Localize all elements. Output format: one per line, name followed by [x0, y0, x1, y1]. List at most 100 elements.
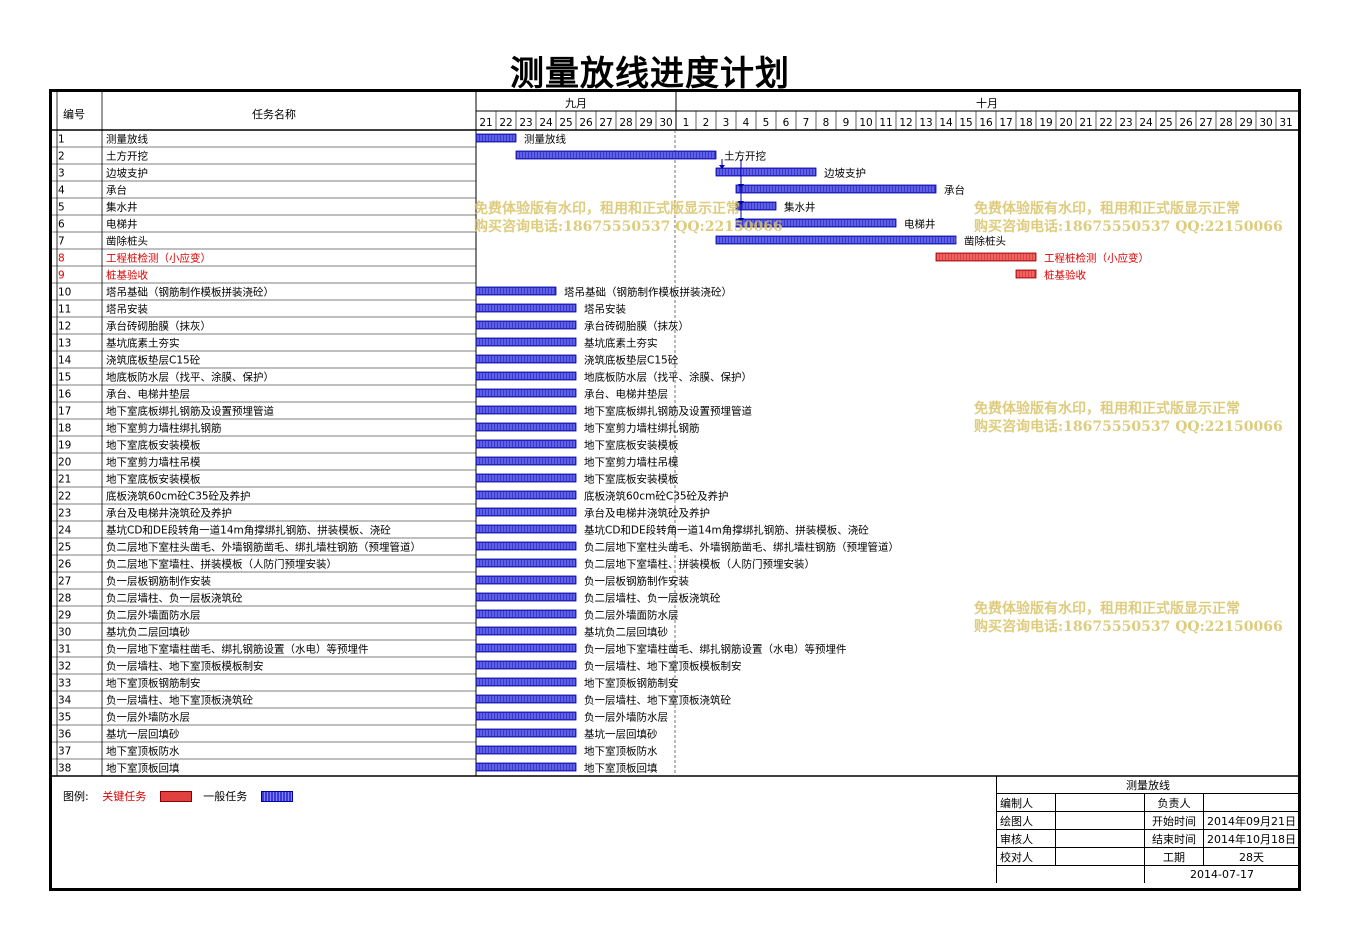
task-name: 负一层外墙防水层 [106, 711, 190, 724]
day-label: 7 [803, 117, 810, 129]
info-project: 测量放线 [996, 776, 1299, 794]
task-name: 地下室底板绑扎钢筋及设置预埋管道 [106, 405, 274, 418]
task-name: 地下室顶板钢筋制安 [106, 677, 201, 690]
info-owner [1203, 793, 1299, 812]
legend-normal-label: 一般任务 [203, 790, 248, 803]
legend-label: 图例: [63, 790, 89, 803]
task-id: 26 [58, 559, 72, 571]
task-name: 底板浇筑60cm砼C35砼及养护 [106, 490, 251, 503]
legend-critical-swatch [159, 790, 192, 802]
month-label: 十月 [976, 96, 998, 110]
task-id: 5 [58, 202, 65, 214]
bar-label: 地下室顶板防水 [584, 745, 658, 758]
day-label: 15 [959, 117, 972, 129]
task-bar [515, 150, 717, 160]
day-label: 13 [919, 117, 932, 129]
task-id: 6 [58, 219, 65, 231]
info-duration-label: 工期 [1144, 847, 1204, 866]
task-id: 25 [58, 542, 71, 554]
day-label: 21 [479, 117, 492, 129]
bar-label: 浇筑底板垫层C15砼 [584, 354, 679, 367]
task-name: 地下室底板安装模板 [106, 439, 201, 452]
task-id: 16 [58, 389, 72, 401]
bar-label: 地下室底板绑扎钢筋及设置预埋管道 [584, 405, 752, 418]
bar-label: 地下室剪力墙柱吊模 [584, 456, 679, 469]
day-label: 3 [723, 117, 730, 129]
bar-label: 负一层板钢筋制作安装 [584, 575, 689, 588]
legend-normal-swatch [260, 790, 293, 802]
task-id: 24 [58, 525, 72, 537]
task-id: 32 [58, 661, 71, 673]
info-start: 2014年09月21日 [1203, 811, 1299, 830]
task-id: 37 [58, 746, 71, 758]
task-name: 承台及电梯井浇筑砼及养护 [106, 507, 232, 520]
task-name: 凿除桩头 [106, 235, 148, 248]
task-name: 地下室底板安装模板 [106, 473, 201, 486]
bar-label: 电梯井 [904, 218, 936, 231]
task-id: 1 [58, 134, 65, 146]
day-label: 30 [659, 117, 672, 129]
task-id: 8 [58, 253, 65, 265]
task-id: 27 [58, 576, 71, 588]
task-name: 基坑CD和DE段转角一道14m角撑绑扎钢筋、拼装模板、浇砼 [106, 524, 391, 537]
task-name: 负二层外墙面防水层 [106, 609, 201, 622]
bar-label: 负一层墙柱、地下室顶板模板制安 [584, 660, 742, 673]
day-label: 14 [939, 117, 953, 129]
task-name: 边坡支护 [106, 167, 148, 180]
task-id: 2 [58, 151, 65, 163]
task-id: 4 [58, 185, 65, 197]
task-id: 21 [58, 474, 71, 486]
bar-label: 地下室顶板回填 [584, 762, 658, 775]
info-end: 2014年10月18日 [1203, 829, 1299, 848]
bar-label: 承台、电梯井垫层 [584, 388, 668, 401]
info-drawer-label: 绘图人 [996, 811, 1056, 830]
info-checker-label: 校对人 [996, 847, 1056, 866]
bar-label: 负二层地下室墙柱、拼装模板（人防门预埋安装） [584, 558, 815, 571]
day-label: 18 [1019, 117, 1032, 129]
day-label: 29 [639, 117, 652, 129]
task-id: 38 [58, 763, 71, 775]
task-id: 18 [58, 423, 71, 435]
task-bar [715, 235, 957, 245]
day-label: 25 [559, 117, 572, 129]
day-label: 28 [619, 117, 632, 129]
task-name: 塔吊安装 [106, 303, 148, 316]
day-label: 8 [823, 117, 830, 129]
info-empty [996, 865, 1145, 883]
header-name: 任务名称 [252, 107, 296, 121]
task-id: 36 [58, 729, 72, 741]
arrow-head [738, 201, 744, 205]
task-id: 7 [58, 236, 65, 248]
day-label: 10 [859, 117, 872, 129]
task-name: 集水井 [106, 201, 138, 214]
day-label: 27 [599, 117, 612, 129]
bar-label: 土方开挖 [724, 150, 766, 163]
arrow-head [738, 218, 744, 222]
task-name: 地底板防水层（找平、涂膜、保护） [106, 371, 274, 384]
task-name: 负二层墙柱、负一层板浇筑砼 [106, 592, 243, 605]
task-name: 测量放线 [106, 133, 148, 146]
task-bar [1015, 269, 1037, 279]
day-label: 31 [1279, 117, 1292, 129]
day-label: 4 [743, 117, 750, 129]
info-reviewer [1055, 829, 1145, 848]
task-name: 负一层墙柱、地下室顶板模板制安 [106, 660, 264, 673]
bar-label: 负一层地下室墙柱凿毛、绑扎钢筋设置（水电）等预埋件 [584, 643, 847, 656]
bar-label: 地下室剪力墙柱绑扎钢筋 [584, 422, 700, 435]
task-id: 15 [58, 372, 71, 384]
task-id: 12 [58, 321, 71, 333]
bar-label: 负一层墙柱、地下室顶板浇筑砼 [584, 694, 731, 707]
day-label: 12 [899, 117, 912, 129]
info-compiler [1055, 793, 1145, 812]
day-label: 27 [1199, 117, 1212, 129]
legend-critical-label: 关键任务 [102, 790, 147, 803]
day-label: 16 [979, 117, 993, 129]
task-name: 桩基验收 [106, 269, 148, 282]
task-id: 3 [58, 168, 65, 180]
day-label: 28 [1219, 117, 1232, 129]
bar-label: 底板浇筑60cm砼C35砼及养护 [584, 490, 729, 503]
task-id: 9 [58, 270, 65, 282]
task-name: 工程桩检测（小应变） [106, 252, 211, 265]
day-label: 22 [499, 117, 512, 129]
